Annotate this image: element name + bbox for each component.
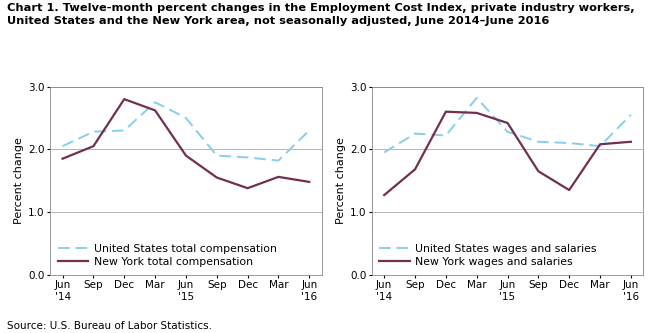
New York wages and salaries — [504, 121, 512, 125]
New York total compensation — [151, 109, 159, 113]
Legend: United States wages and salaries, New York wages and salaries: United States wages and salaries, New Yo… — [377, 242, 599, 269]
Line: United States total compensation: United States total compensation — [62, 102, 310, 161]
United States total compensation — [213, 154, 221, 158]
New York total compensation — [213, 175, 221, 179]
United States wages and salaries — [596, 144, 604, 148]
United States total compensation — [306, 129, 314, 133]
Line: New York wages and salaries: New York wages and salaries — [384, 112, 631, 195]
New York wages and salaries — [535, 169, 543, 173]
United States wages and salaries — [472, 96, 480, 100]
New York wages and salaries — [411, 167, 419, 171]
United States total compensation — [275, 159, 283, 163]
New York total compensation — [275, 175, 283, 179]
New York total compensation — [244, 186, 252, 190]
New York wages and salaries — [596, 142, 604, 146]
United States total compensation — [58, 144, 66, 148]
United States total compensation — [120, 129, 128, 133]
New York wages and salaries — [442, 110, 450, 114]
United States wages and salaries — [565, 141, 574, 145]
New York total compensation — [89, 144, 97, 148]
New York wages and salaries — [627, 140, 635, 144]
New York total compensation — [120, 97, 128, 101]
Legend: United States total compensation, New York total compensation: United States total compensation, New Yo… — [56, 242, 279, 269]
United States wages and salaries — [411, 132, 419, 136]
Line: United States wages and salaries: United States wages and salaries — [384, 98, 631, 153]
United States wages and salaries — [535, 140, 543, 144]
New York total compensation — [306, 180, 314, 184]
New York wages and salaries — [565, 188, 574, 192]
New York wages and salaries — [472, 111, 480, 115]
New York wages and salaries — [380, 193, 388, 197]
United States total compensation — [182, 116, 190, 120]
United States total compensation — [244, 156, 252, 160]
New York total compensation — [58, 157, 66, 161]
Y-axis label: Percent change: Percent change — [336, 137, 346, 224]
New York total compensation — [182, 154, 190, 158]
Text: Chart 1. Twelve-month percent changes in the Employment Cost Index, private indu: Chart 1. Twelve-month percent changes in… — [7, 3, 634, 26]
United States wages and salaries — [442, 134, 450, 138]
Y-axis label: Percent change: Percent change — [14, 137, 24, 224]
United States total compensation — [151, 100, 159, 104]
Line: New York total compensation: New York total compensation — [62, 99, 310, 188]
Text: Source: U.S. Bureau of Labor Statistics.: Source: U.S. Bureau of Labor Statistics. — [7, 321, 212, 331]
United States wages and salaries — [504, 130, 512, 134]
United States wages and salaries — [380, 151, 388, 155]
United States wages and salaries — [627, 113, 635, 117]
United States total compensation — [89, 130, 97, 134]
